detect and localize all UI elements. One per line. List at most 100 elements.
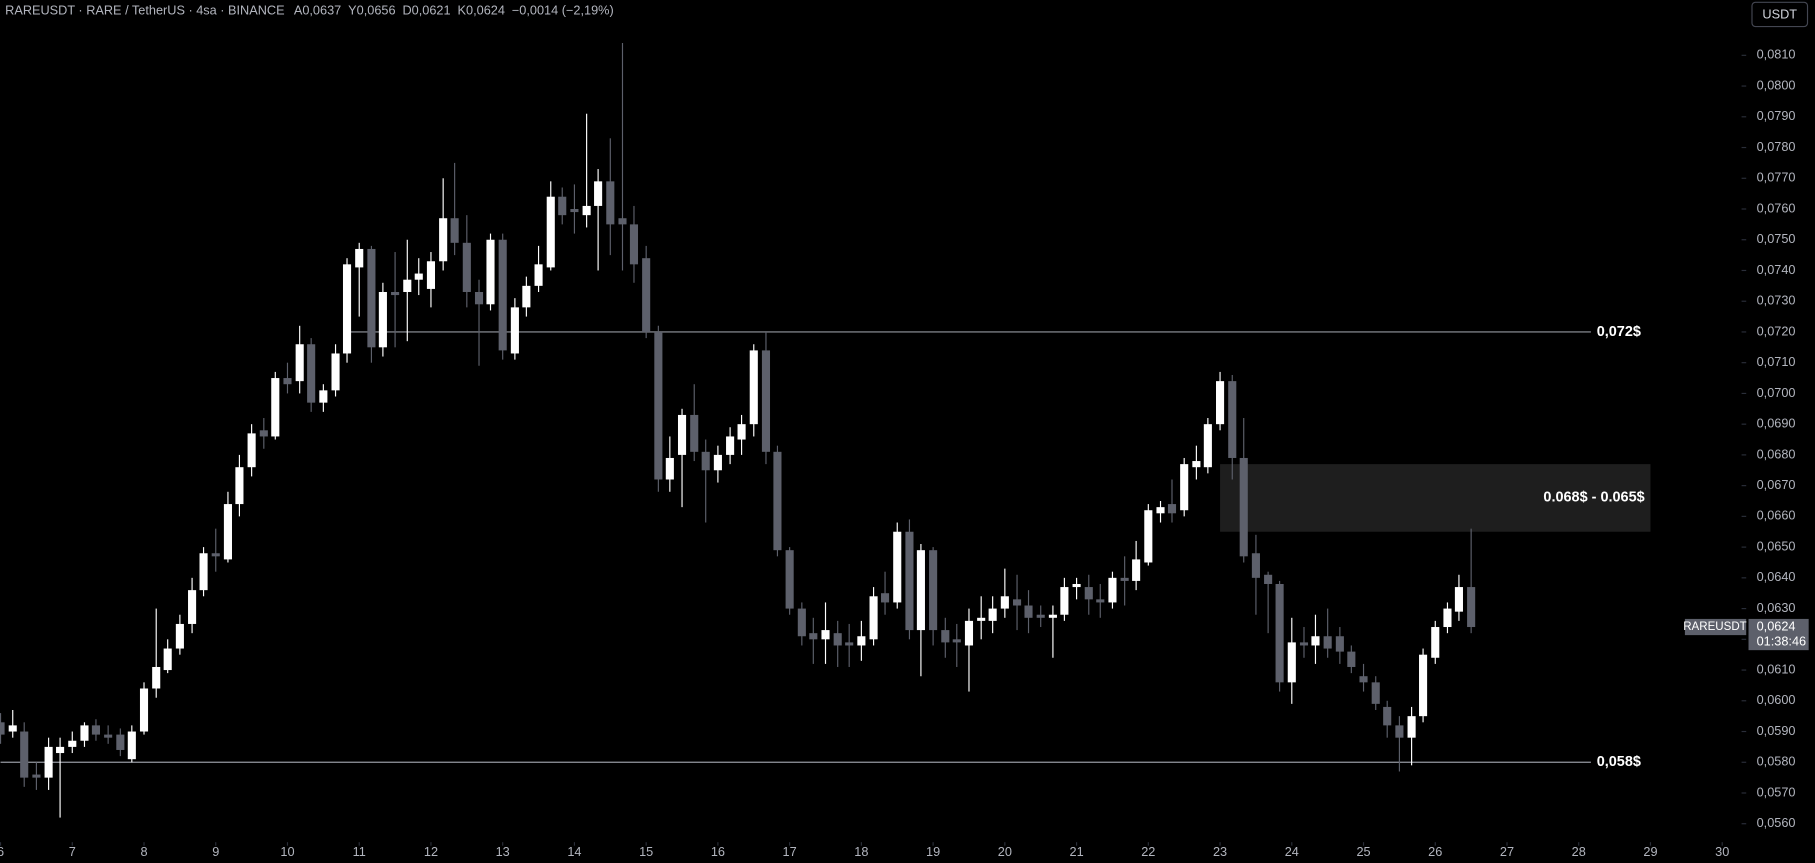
- candle-body: [1383, 706, 1392, 726]
- y-tick-label: 0,0650: [1757, 538, 1796, 553]
- candle-body: [1024, 605, 1033, 618]
- y-tick-label: 0,0670: [1757, 477, 1796, 492]
- currency-button[interactable]: [1751, 1, 1809, 28]
- candle-body: [486, 239, 495, 305]
- x-tick-label: 27: [1500, 844, 1514, 859]
- candle-body: [797, 608, 806, 637]
- candle-body: [941, 630, 950, 643]
- candle-body: [1431, 627, 1440, 658]
- level-label: 0,072$: [1597, 324, 1641, 340]
- y-tick-label: 0,0580: [1757, 754, 1796, 769]
- candle-body: [247, 433, 256, 468]
- candle-body: [91, 725, 100, 735]
- candle-body: [977, 617, 986, 621]
- candle-body: [1228, 381, 1237, 458]
- candle-body: [259, 430, 268, 437]
- x-tick-label: 12: [424, 844, 438, 859]
- candle-body: [1371, 682, 1380, 704]
- candle-body: [1120, 577, 1129, 581]
- x-tick-label: 26: [1428, 844, 1442, 859]
- candle-body: [833, 633, 842, 646]
- x-tick-label: 15: [639, 844, 653, 859]
- candle-body: [510, 307, 519, 354]
- candle-body: [44, 746, 53, 778]
- level-label: 0,058$: [1597, 754, 1641, 770]
- x-tick-label: 21: [1070, 844, 1084, 859]
- candle-body: [116, 734, 125, 750]
- candle-body: [1275, 583, 1284, 683]
- candle-body: [462, 242, 471, 292]
- candle-body: [1299, 642, 1309, 646]
- candle-body: [929, 550, 938, 631]
- candle-body: [414, 273, 423, 280]
- candle-body: [880, 593, 890, 603]
- x-tick-label: 16: [711, 844, 725, 859]
- x-tick-label: 6: [0, 844, 4, 859]
- y-tick-label: 0,0760: [1757, 200, 1796, 215]
- candle-body: [773, 451, 782, 551]
- y-tick-label: 0,0810: [1757, 47, 1796, 62]
- y-tick-label: 0,0800: [1757, 77, 1796, 92]
- candle-body: [1000, 596, 1009, 609]
- candle-body: [1347, 651, 1356, 667]
- candle-body: [618, 218, 627, 225]
- candle-body: [1036, 614, 1045, 618]
- candle-body: [1443, 608, 1452, 628]
- candle-body: [916, 550, 925, 631]
- candle-body: [211, 553, 220, 557]
- x-tick-label: 30: [1715, 844, 1729, 859]
- candle-body: [821, 630, 830, 640]
- zone: [1220, 464, 1651, 532]
- candle-body: [331, 353, 340, 391]
- x-tick-label: 13: [496, 844, 510, 859]
- candle-body: [307, 344, 316, 403]
- x-tick-label: 24: [1285, 844, 1299, 859]
- y-tick-label: 0,0790: [1757, 108, 1796, 123]
- candle-body: [1192, 461, 1201, 468]
- candle-body: [1180, 464, 1189, 511]
- candle-body: [1096, 599, 1105, 603]
- zone-label: 0.068$ - 0.065$: [1543, 490, 1644, 506]
- x-tick-label: 18: [854, 844, 868, 859]
- ohlc-letter: D: [403, 3, 412, 18]
- candle-body: [152, 666, 161, 689]
- candle-body: [1108, 577, 1117, 603]
- candle-body: [295, 344, 304, 382]
- y-tick-label: 0,0700: [1757, 385, 1796, 400]
- candle-body: [1239, 457, 1248, 557]
- candle-body: [426, 261, 436, 289]
- candle-body: [522, 285, 531, 308]
- y-tick-label: 0,0640: [1757, 569, 1796, 584]
- candle-body: [665, 457, 674, 480]
- y-tick-label: 0,0570: [1757, 784, 1796, 799]
- x-tick-label: 14: [567, 844, 581, 859]
- ohlc-value: 0,0656: [357, 3, 396, 18]
- candle-body: [534, 264, 543, 286]
- y-tick-label: 0,0780: [1757, 139, 1796, 154]
- candle-body: [367, 248, 376, 348]
- x-tick-label: 11: [353, 844, 366, 859]
- candle-body: [582, 205, 591, 216]
- candle-body: [199, 553, 208, 591]
- candle-body: [1395, 725, 1404, 738]
- candle-body: [283, 378, 292, 385]
- ohlc-value: 0,0621: [412, 3, 451, 18]
- candle-body: [1467, 587, 1476, 628]
- x-tick-label: 29: [1643, 844, 1657, 859]
- candle-body: [893, 531, 902, 603]
- y-tick-label: 0,0660: [1757, 508, 1796, 523]
- candle-body: [857, 636, 866, 646]
- ohlc-letter: A: [294, 3, 303, 18]
- candle-body: [8, 725, 17, 732]
- y-tick-label: 0,0600: [1757, 692, 1796, 707]
- y-tick-label: 0,0730: [1757, 293, 1796, 308]
- x-tick-label: 22: [1141, 844, 1155, 859]
- candle-body: [271, 378, 280, 437]
- candle-body: [355, 248, 364, 268]
- candle-body: [1323, 636, 1332, 649]
- currency-button-label[interactable]: USDT: [1762, 6, 1797, 21]
- y-tick-label: 0,0610: [1757, 661, 1796, 676]
- candle-body: [642, 258, 651, 332]
- candle-body: [1251, 553, 1260, 578]
- candle-body: [80, 725, 89, 741]
